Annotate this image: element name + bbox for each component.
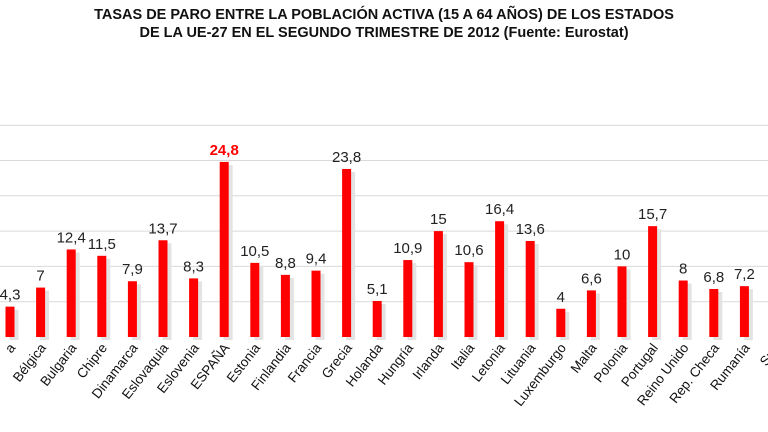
- value-label: 24,8: [210, 142, 239, 159]
- bar-bulgaria: [66, 249, 76, 337]
- bar-eslovenia: [189, 278, 199, 337]
- bar-reino-unido: [678, 280, 688, 337]
- bar-hungr-a: [403, 260, 413, 337]
- value-label: 7,9: [122, 261, 143, 278]
- bar-ruman-a: [739, 286, 749, 337]
- value-label: 4,3: [0, 287, 20, 304]
- value-label: 11,5: [88, 236, 116, 253]
- value-label: 10,5: [240, 243, 269, 260]
- bar-malta: [586, 290, 596, 337]
- value-label: 7: [36, 268, 44, 285]
- bar-chipre: [97, 255, 107, 337]
- category-label: a: [2, 340, 19, 356]
- bars: [5, 161, 753, 340]
- category-labels: aBélgicaBulgariaChipreDinamarcaEslovaqui…: [2, 340, 768, 409]
- category-label: Francia: [285, 340, 325, 385]
- value-label: 8,8: [275, 255, 296, 272]
- category-label: Italia: [448, 340, 478, 372]
- value-label: 4: [557, 289, 565, 306]
- value-label: 5,1: [367, 281, 388, 298]
- value-label: 15,7: [638, 206, 667, 223]
- value-label: 10: [614, 246, 631, 263]
- bar-a: [5, 306, 15, 337]
- value-label: 8,3: [183, 258, 204, 275]
- bar-b-lgica: [36, 287, 46, 337]
- category-label: Irlanda: [410, 340, 448, 382]
- bar-finlandia: [280, 274, 290, 337]
- bar-eslovaquia: [158, 240, 168, 337]
- bar-italia: [464, 262, 474, 337]
- bar-estonia: [250, 262, 260, 337]
- value-label: 8: [679, 261, 687, 278]
- bar-rep-checa: [709, 288, 719, 337]
- value-label: 23,8: [332, 149, 361, 166]
- bar-luxemburgo: [556, 308, 566, 337]
- chart-title-line-1: TASAS DE PARO ENTRE LA POBLACIÓN ACTIVA …: [94, 7, 674, 23]
- value-label: 13,7: [148, 220, 177, 237]
- value-label: 10,9: [393, 240, 422, 257]
- value-label: 12,4: [57, 229, 86, 246]
- value-label: 15: [430, 211, 447, 228]
- bar-polonia: [617, 266, 627, 337]
- bar-irlanda: [433, 231, 443, 337]
- category-label: Sue: [757, 341, 768, 369]
- bar-portugal: [648, 226, 658, 337]
- value-label: 16,4: [485, 201, 514, 218]
- bar-letonia: [495, 221, 505, 337]
- chart-title: TASAS DE PARO ENTRE LA POBLACIÓN ACTIVA …: [0, 6, 768, 42]
- bar-lituania: [525, 240, 535, 337]
- value-label: 13,6: [516, 221, 545, 238]
- value-label: 7,2: [734, 266, 755, 283]
- gridlines: [0, 124, 768, 303]
- value-label: 6,8: [703, 269, 724, 286]
- value-label: 10,6: [454, 242, 483, 259]
- bar-grecia: [342, 168, 352, 337]
- bar-francia: [311, 270, 321, 337]
- bar-espa-a: [219, 161, 229, 337]
- bar-dinamarca: [127, 281, 137, 337]
- value-label: 6,6: [581, 270, 602, 287]
- value-labels: 4,3 7 12,4 11,5 7,9 13,7 8,3 24,8 10,5 8,8 9,4 23,8…: [0, 142, 755, 306]
- value-label: 9,4: [306, 251, 327, 268]
- bar-holanda: [372, 300, 382, 337]
- chart-title-line-2: DE LA UE-27 EN EL SEGUNDO TRIMESTRE DE 2…: [139, 25, 629, 41]
